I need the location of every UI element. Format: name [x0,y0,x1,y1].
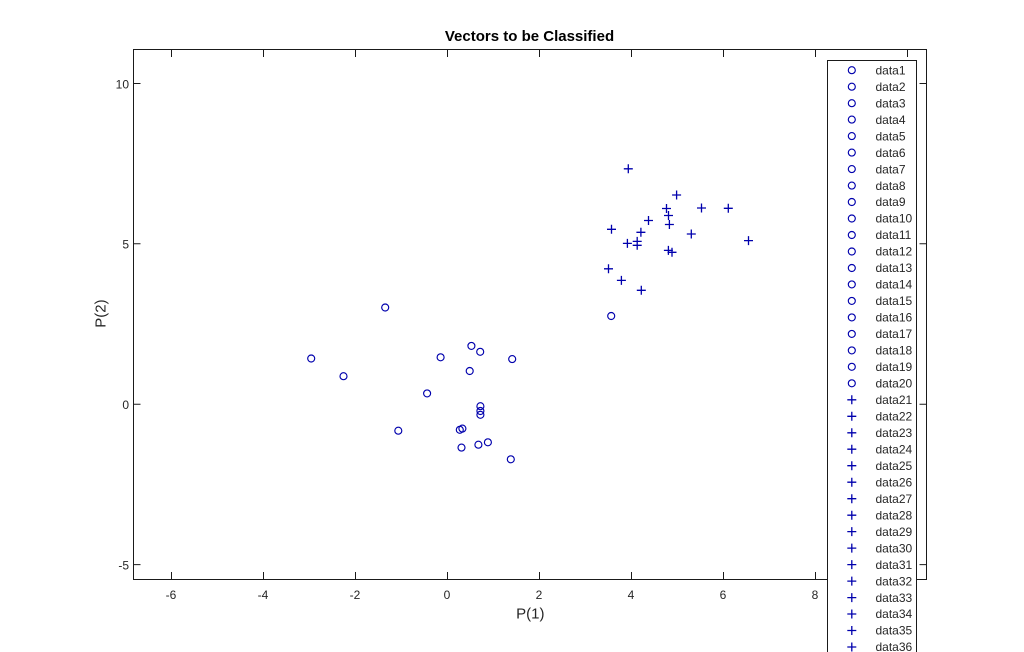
svg-text:data25: data25 [876,459,913,473]
svg-text:data17: data17 [876,327,913,341]
svg-text:data10: data10 [876,212,913,226]
svg-text:data11: data11 [876,228,912,242]
svg-text:data30: data30 [876,541,913,555]
svg-text:data23: data23 [876,426,913,440]
svg-text:data29: data29 [876,525,913,539]
svg-text:data18: data18 [876,344,913,358]
svg-text:0: 0 [122,398,129,412]
svg-text:-2: -2 [350,588,361,602]
svg-text:data13: data13 [876,261,913,275]
svg-text:data28: data28 [876,508,913,522]
svg-text:data36: data36 [876,640,913,652]
svg-text:data5: data5 [876,129,906,143]
svg-text:8: 8 [812,588,819,602]
svg-text:data24: data24 [876,442,913,456]
svg-text:-4: -4 [258,588,269,602]
svg-text:data35: data35 [876,624,913,638]
svg-text:10: 10 [116,77,130,91]
svg-text:-6: -6 [166,588,177,602]
svg-text:data4: data4 [876,113,906,127]
svg-text:data20: data20 [876,377,913,391]
svg-text:data3: data3 [876,96,906,110]
svg-text:6: 6 [720,588,727,602]
svg-text:data1: data1 [876,63,906,77]
svg-text:data8: data8 [876,179,906,193]
svg-text:0: 0 [444,588,451,602]
svg-text:data2: data2 [876,80,906,94]
svg-text:Vectors to be Classified: Vectors to be Classified [445,28,614,45]
svg-text:data27: data27 [876,492,913,506]
svg-text:data12: data12 [876,245,913,259]
svg-text:P(1): P(1) [516,606,544,623]
svg-text:data14: data14 [876,278,913,292]
svg-text:data9: data9 [876,195,906,209]
svg-text:data33: data33 [876,591,913,605]
svg-text:-5: -5 [118,558,129,572]
svg-text:data6: data6 [876,146,906,160]
svg-text:data26: data26 [876,475,913,489]
svg-text:data34: data34 [876,607,913,621]
svg-text:data7: data7 [876,162,906,176]
svg-text:data15: data15 [876,294,913,308]
svg-text:P(2): P(2) [93,299,110,327]
svg-text:data22: data22 [876,410,913,424]
svg-text:4: 4 [628,588,635,602]
svg-text:2: 2 [536,588,543,602]
svg-text:data32: data32 [876,574,913,588]
svg-text:5: 5 [122,238,129,252]
svg-text:data19: data19 [876,360,913,374]
svg-text:data16: data16 [876,311,913,325]
svg-text:data31: data31 [876,558,913,572]
svg-text:data21: data21 [876,393,913,407]
